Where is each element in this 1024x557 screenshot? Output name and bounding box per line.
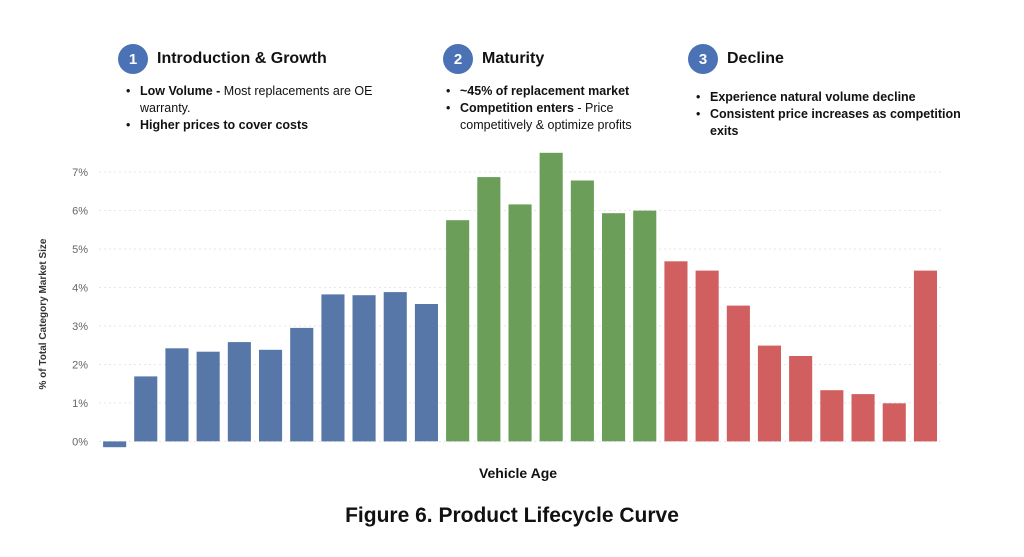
phase-decline: 3 Decline Experience natural volume decl… (688, 44, 988, 140)
y-tick-label: 1% (72, 398, 88, 410)
y-tick-label: 4% (72, 282, 88, 294)
bar-10 (383, 292, 407, 442)
bar-6 (259, 349, 283, 442)
y-tick-label: 3% (72, 321, 88, 333)
phase-title: Introduction & Growth (157, 50, 327, 67)
bar-11 (414, 304, 438, 442)
phase-introduction-growth: 1 Introduction & Growth Low Volume - Mos… (118, 44, 418, 134)
bar-5 (227, 342, 251, 442)
y-tick-label: 0% (72, 436, 88, 448)
bar-13 (477, 177, 501, 442)
bar-2 (134, 376, 158, 442)
y-tick-label: 5% (72, 244, 88, 256)
phase-bullets: Low Volume - Most replacements are OE wa… (123, 83, 418, 134)
bar-12 (446, 220, 470, 442)
phase-number-badge: 3 (688, 44, 718, 74)
bar-18 (633, 210, 657, 442)
bar-24 (820, 390, 844, 442)
bar-14 (508, 204, 532, 442)
bar-22 (757, 345, 781, 442)
bar-26 (882, 403, 906, 442)
bar-1 (103, 441, 127, 448)
bar-27 (913, 270, 937, 442)
bar-9 (352, 295, 376, 442)
y-axis-title: % of Total Category Market Size (38, 238, 49, 389)
bullet-item: Low Volume - Most replacements are OE wa… (123, 83, 418, 117)
phase-number-badge: 1 (118, 44, 148, 74)
figure-caption: Figure 6. Product Lifecycle Curve (345, 504, 679, 527)
phase-bullets: Experience natural volume decline Consis… (693, 89, 988, 140)
bar-4 (196, 351, 220, 442)
y-tick-label: 7% (72, 167, 88, 179)
phase-number-badge: 2 (443, 44, 473, 74)
bullet-item: Consistent price increases as competitio… (693, 106, 988, 140)
bar-21 (726, 305, 750, 442)
bar-7 (290, 327, 314, 442)
bullet-item: Experience natural volume decline (693, 89, 988, 106)
x-axis-title: Vehicle Age (479, 465, 557, 481)
bar-15 (539, 152, 563, 442)
bars (103, 152, 937, 448)
phase-bullets: ~45% of replacement market Competition e… (443, 83, 673, 134)
phase-title: Decline (727, 50, 784, 67)
bar-20 (695, 270, 719, 442)
y-axis-ticks: 0% 1% 2% 3% 4% 5% 6% 7% (72, 167, 88, 448)
y-tick-label: 2% (72, 359, 88, 371)
phase-title: Maturity (482, 50, 545, 67)
bar-25 (851, 394, 875, 442)
bar-8 (321, 294, 345, 442)
bar-17 (602, 213, 626, 442)
y-tick-label: 6% (72, 206, 88, 218)
bullet-item: Higher prices to cover costs (123, 117, 418, 134)
bar-23 (789, 356, 813, 442)
bullet-item: ~45% of replacement market (443, 83, 673, 100)
bar-3 (165, 348, 189, 442)
bar-16 (570, 180, 594, 442)
bar-19 (664, 261, 688, 442)
phase-maturity: 2 Maturity ~45% of replacement market Co… (443, 44, 673, 134)
bullet-item: Competition enters - Price competitively… (443, 100, 673, 134)
